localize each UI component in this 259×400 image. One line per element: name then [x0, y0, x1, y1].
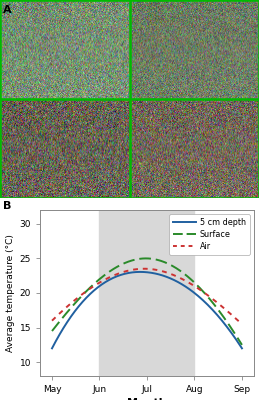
Bar [99, 210, 195, 376]
Y-axis label: Average temperature (°C): Average temperature (°C) [6, 234, 16, 352]
X-axis label: Month: Month [127, 398, 167, 400]
Text: B: B [3, 201, 11, 211]
Legend: 5 cm depth, Surface, Air: 5 cm depth, Surface, Air [169, 214, 250, 255]
Text: A: A [3, 5, 12, 15]
